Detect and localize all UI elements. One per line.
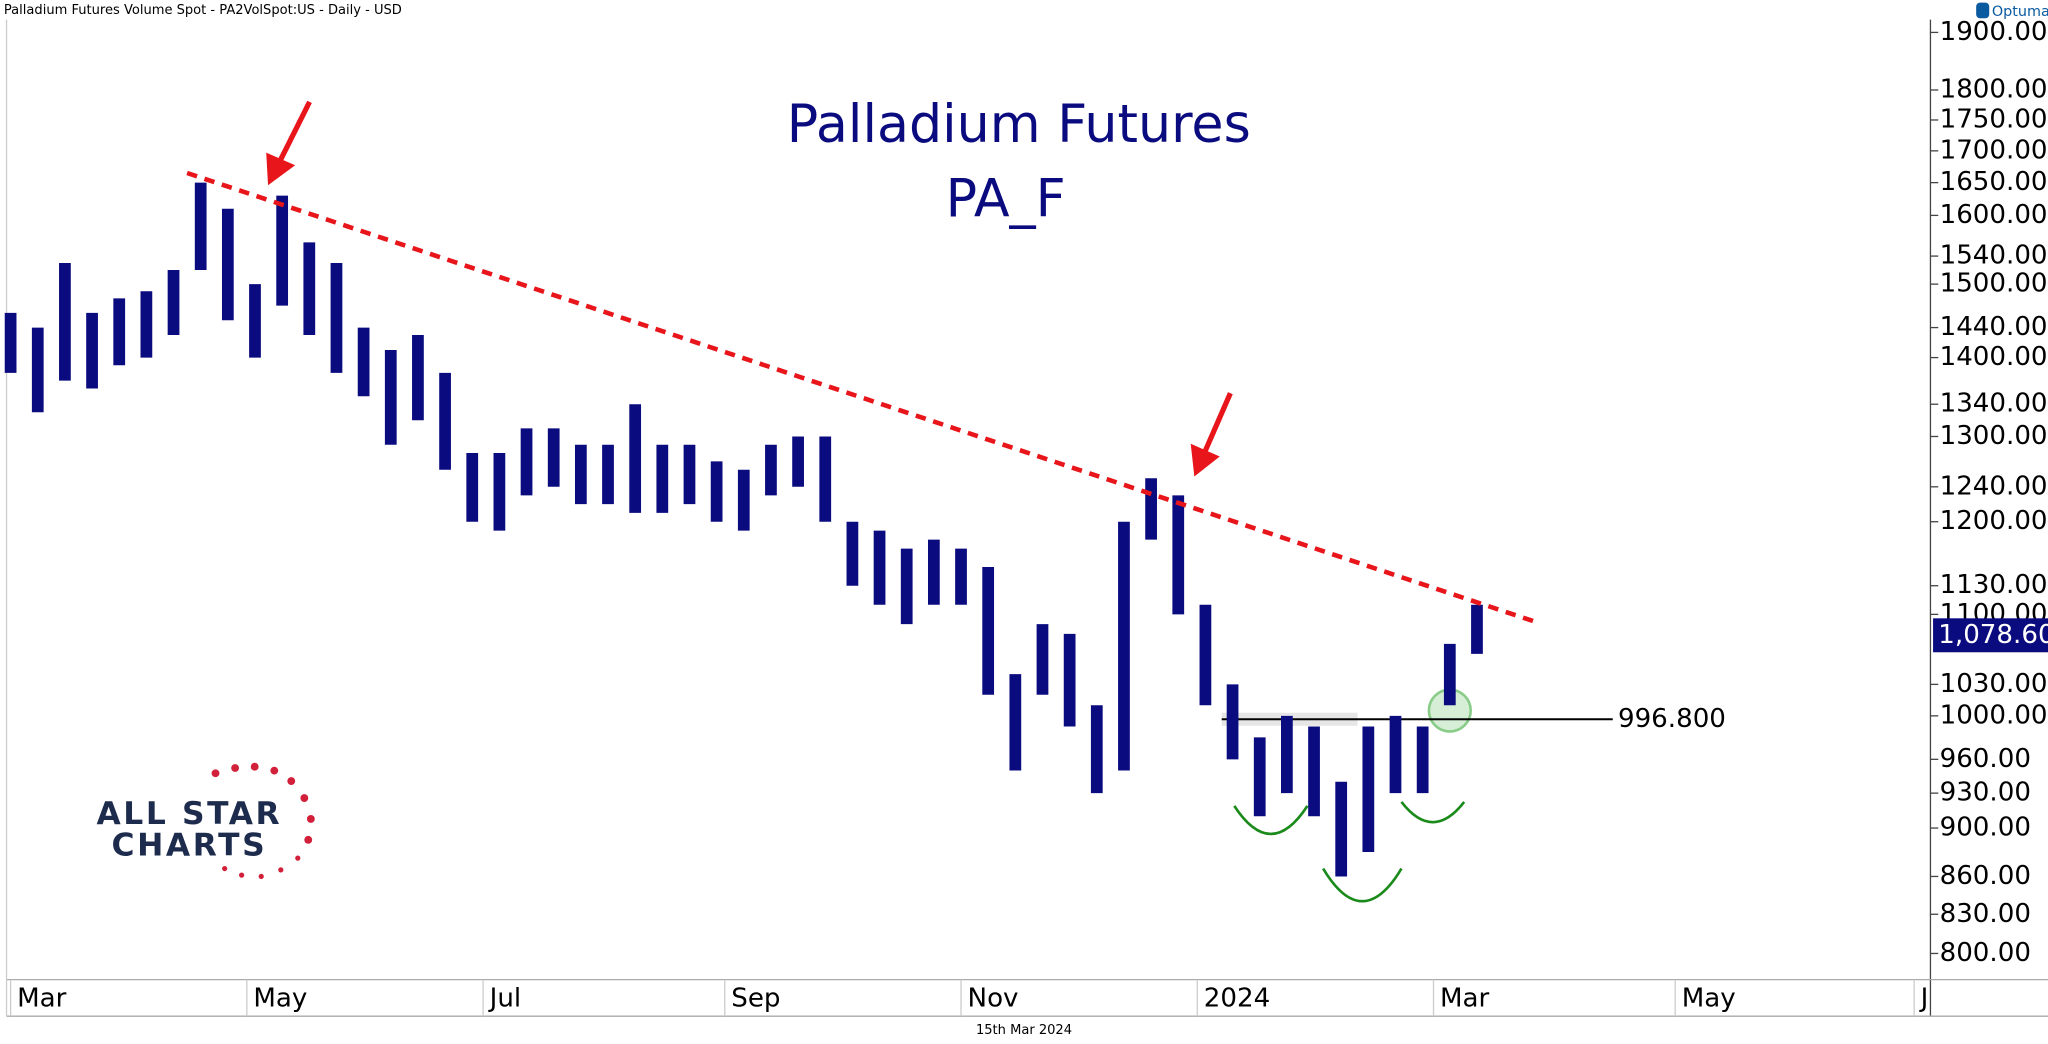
logo-text: ALL STAR — [96, 796, 282, 832]
logo: ALL STAR CHARTS — [96, 762, 315, 880]
x-tick-label: Mar — [17, 984, 67, 1014]
y-tick-label: 1300.00 — [1940, 421, 2048, 451]
y-tick-label: 1600.00 — [1940, 200, 2048, 230]
y-tick-label: 1700.00 — [1940, 135, 2048, 165]
last-price-box — [1933, 618, 2048, 653]
y-tick-label: 960.00 — [1940, 744, 2031, 774]
pattern-arcs — [1233, 688, 1472, 903]
logo-text: CHARTS — [111, 827, 267, 863]
y-tick-label: 1240.00 — [1940, 471, 2048, 501]
x-tick-label: Sep — [731, 984, 780, 1014]
y-tick-label: 800.00 — [1940, 938, 2031, 968]
x-tick-label: 2024 — [1204, 984, 1270, 1014]
x-tick-label: Jul — [488, 984, 522, 1014]
y-tick-label: 1400.00 — [1940, 342, 2048, 372]
y-tick-label: 830.00 — [1940, 899, 2031, 929]
brand-icon — [1976, 2, 1990, 19]
y-tick-label: 860.00 — [1940, 861, 2031, 891]
y-tick-label: 900.00 — [1940, 813, 2031, 843]
y-tick-label: 1900.00 — [1940, 17, 2048, 47]
y-tick-label: 1340.00 — [1940, 389, 2048, 419]
x-tick-label: Nov — [968, 984, 1019, 1014]
footer-date: 15th Mar 2024 — [976, 1023, 1072, 1038]
chart-title: Palladium Futures — [787, 95, 1251, 155]
y-tick-label: 1750.00 — [1940, 104, 2048, 134]
y-tick-label: 1200.00 — [1940, 506, 2048, 536]
y-tick-label: 1440.00 — [1940, 312, 2048, 342]
y-tick-label: 1000.00 — [1940, 700, 2048, 730]
header-source: Palladium Futures Volume Spot - PA2VolSp… — [4, 3, 402, 18]
x-tick-label: Mar — [1440, 984, 1490, 1014]
chart-subtitle: PA_F — [946, 169, 1066, 229]
y-tick-label: 1650.00 — [1940, 167, 2048, 197]
support-label: 996.800 — [1618, 704, 1726, 734]
y-tick-label: 1130.00 — [1940, 570, 2048, 600]
brand: Optuma — [1992, 4, 2048, 20]
x-tick-label: Jul — [1919, 984, 1953, 1014]
y-tick-label: 1030.00 — [1940, 669, 2048, 699]
y-tick-label: 1540.00 — [1940, 241, 2048, 271]
arrows — [266, 100, 1233, 477]
x-tick-label: May — [1682, 984, 1736, 1014]
y-tick-label: 1800.00 — [1940, 74, 2048, 104]
last-price-label: 1,078.60 — [1938, 620, 2048, 650]
y-tick-label: 930.00 — [1940, 778, 2031, 808]
plot: Mar May Jul Sep Nov 2024 Mar May Jul — [4, 170, 1953, 1014]
y-tick-label: 1500.00 — [1940, 269, 2048, 299]
x-tick-label: May — [253, 984, 307, 1014]
